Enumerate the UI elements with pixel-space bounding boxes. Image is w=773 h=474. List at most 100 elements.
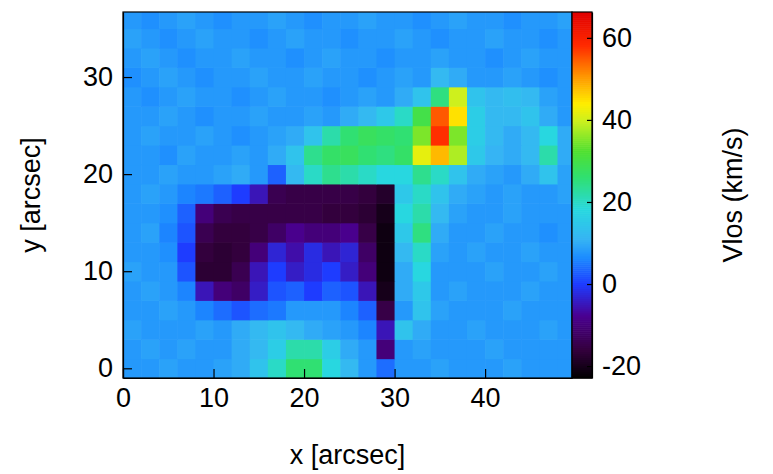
heatmap-cell bbox=[503, 203, 522, 223]
heatmap-cell bbox=[485, 184, 504, 204]
heatmap-cell bbox=[322, 145, 341, 165]
heatmap-cell bbox=[232, 359, 251, 378]
heatmap-cell bbox=[232, 203, 251, 223]
heatmap-cell bbox=[141, 320, 160, 340]
heatmap-cell bbox=[214, 87, 233, 107]
heatmap-cell bbox=[159, 203, 178, 223]
tick: 30 bbox=[83, 62, 132, 92]
y-axis-title: y [arcsec] bbox=[16, 137, 46, 253]
heatmap-cell bbox=[123, 320, 142, 340]
heatmap-cell bbox=[141, 242, 160, 262]
heatmap-cell bbox=[250, 339, 269, 359]
heatmap-cell bbox=[413, 203, 432, 223]
heatmap-cell bbox=[214, 29, 233, 49]
heatmap-cell bbox=[485, 300, 504, 320]
heatmap-cell bbox=[286, 262, 305, 282]
heatmap-cell bbox=[177, 12, 196, 29]
heatmap-cell bbox=[413, 87, 432, 107]
heatmap-cell bbox=[558, 67, 572, 87]
heatmap-cell bbox=[159, 223, 178, 243]
heatmap-cell bbox=[485, 223, 504, 243]
heatmap-cell bbox=[395, 126, 414, 146]
heatmap-cell bbox=[539, 29, 558, 49]
heatmap-cell bbox=[322, 48, 341, 68]
heatmap-cell bbox=[558, 203, 572, 223]
heatmap-cell bbox=[268, 223, 287, 243]
heatmap-cell bbox=[449, 359, 468, 378]
heatmap-cell bbox=[431, 106, 450, 126]
heatmap-cell bbox=[413, 126, 432, 146]
heatmap-cell bbox=[485, 12, 504, 29]
heatmap-cell bbox=[322, 203, 341, 223]
heatmap-cell bbox=[177, 300, 196, 320]
heatmap-cell bbox=[141, 262, 160, 282]
heatmap-cell bbox=[322, 184, 341, 204]
heatmap-cell bbox=[539, 262, 558, 282]
heatmap-cell bbox=[449, 242, 468, 262]
heatmap-cell bbox=[358, 242, 377, 262]
heatmap-cell bbox=[159, 262, 178, 282]
heatmap-cell bbox=[449, 223, 468, 243]
heatmap-cell bbox=[521, 145, 540, 165]
heatmap-cell bbox=[395, 339, 414, 359]
heatmap-cell bbox=[503, 126, 522, 146]
heatmap-cell bbox=[413, 359, 432, 378]
heatmap-cell bbox=[558, 87, 572, 107]
heatmap-cell bbox=[232, 223, 251, 243]
heatmap-cell bbox=[449, 106, 468, 126]
heatmap-cell bbox=[214, 126, 233, 146]
heatmap-cell bbox=[159, 48, 178, 68]
heatmap-cell bbox=[123, 242, 142, 262]
heatmap-cell bbox=[467, 87, 486, 107]
heatmap-cell bbox=[340, 67, 359, 87]
heatmap-cell bbox=[467, 223, 486, 243]
heatmap-cell bbox=[539, 126, 558, 146]
heatmap-cell bbox=[431, 126, 450, 146]
tick: 20 bbox=[290, 369, 320, 413]
heatmap-cell bbox=[521, 67, 540, 87]
heatmap-cell bbox=[123, 145, 142, 165]
chart: 0102030400102030x [arcsec]y [arcsec]-200… bbox=[0, 0, 773, 474]
x-axis-title: x [arcsec] bbox=[290, 440, 406, 470]
heatmap-cell bbox=[304, 223, 323, 243]
heatmap-cell bbox=[539, 359, 558, 378]
heatmap-cell bbox=[195, 126, 214, 146]
heatmap-cell bbox=[358, 262, 377, 282]
heatmap-cell bbox=[195, 12, 214, 29]
heatmap-cell bbox=[485, 145, 504, 165]
heatmap-cell bbox=[376, 87, 395, 107]
heatmap-cell bbox=[431, 87, 450, 107]
heatmap-cell bbox=[268, 67, 287, 87]
heatmap-cell bbox=[232, 184, 251, 204]
heatmap-cell bbox=[214, 67, 233, 87]
heatmap-cell bbox=[449, 262, 468, 282]
heatmap-cell bbox=[214, 184, 233, 204]
tick: 20 bbox=[83, 159, 132, 189]
heatmap-cell bbox=[123, 87, 142, 107]
heatmap-cell bbox=[214, 203, 233, 223]
heatmap-cell bbox=[232, 29, 251, 49]
heatmap-cell bbox=[304, 300, 323, 320]
tick-label: 20 bbox=[290, 383, 320, 413]
heatmap-cell bbox=[177, 262, 196, 282]
heatmap-cell bbox=[521, 184, 540, 204]
heatmap-cell bbox=[286, 126, 305, 146]
heatmap-cell bbox=[340, 29, 359, 49]
heatmap-cell bbox=[322, 126, 341, 146]
heatmap-cell bbox=[340, 164, 359, 184]
heatmap-cell bbox=[214, 339, 233, 359]
heatmap-cell bbox=[558, 164, 572, 184]
tick: 10 bbox=[83, 256, 132, 286]
heatmap-cell bbox=[376, 164, 395, 184]
heatmap-cell bbox=[413, 145, 432, 165]
heatmap-cell bbox=[177, 281, 196, 301]
heatmap-cell bbox=[304, 67, 323, 87]
heatmap-cell bbox=[413, 29, 432, 49]
heatmap-cell bbox=[268, 339, 287, 359]
heatmap-cell bbox=[322, 339, 341, 359]
heatmap-cell bbox=[304, 281, 323, 301]
heatmap-cell bbox=[340, 300, 359, 320]
heatmap-cell bbox=[449, 87, 468, 107]
heatmap-cell bbox=[214, 145, 233, 165]
heatmap-cell bbox=[539, 48, 558, 68]
